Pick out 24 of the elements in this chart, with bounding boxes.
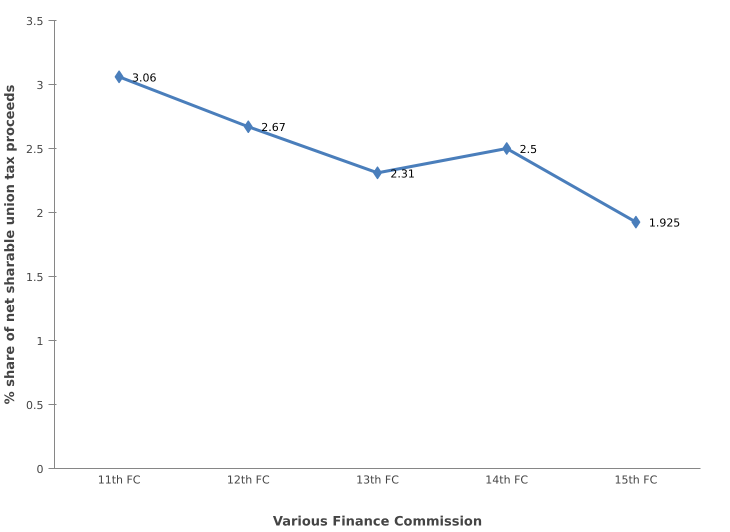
x-axis-title: Various Finance Commission — [272, 514, 482, 530]
y-tick-label: 3 — [36, 79, 44, 92]
x-tick-label: 12th FC — [226, 474, 270, 486]
y-tick-label: 0 — [36, 463, 44, 476]
x-tick-label: 15th FC — [614, 474, 658, 486]
y-axis-title: % share of net sharable union tax proceeds — [3, 84, 18, 404]
x-tick-label: 14th FC — [485, 474, 528, 486]
data-label: 1.925 — [648, 216, 680, 230]
data-label: 2.67 — [261, 121, 286, 134]
y-tick-label: 2 — [36, 207, 44, 220]
data-label: 3.06 — [132, 71, 157, 84]
data-label: 2.5 — [520, 143, 538, 156]
point — [244, 120, 253, 134]
x-tick-label: 13th FC — [356, 474, 400, 486]
y-tick-label: 0.5 — [26, 399, 44, 412]
data-label: 2.31 — [390, 167, 415, 180]
point — [114, 70, 124, 84]
point — [631, 216, 640, 229]
y-tick-label: 3.5 — [26, 15, 44, 28]
y-tick-label: 2.5 — [26, 143, 44, 156]
point — [502, 142, 512, 155]
x-tick-label: 11th FC — [98, 474, 141, 486]
y-tick-label: 1.5 — [26, 271, 44, 284]
y-tick-label: 1 — [36, 335, 44, 348]
